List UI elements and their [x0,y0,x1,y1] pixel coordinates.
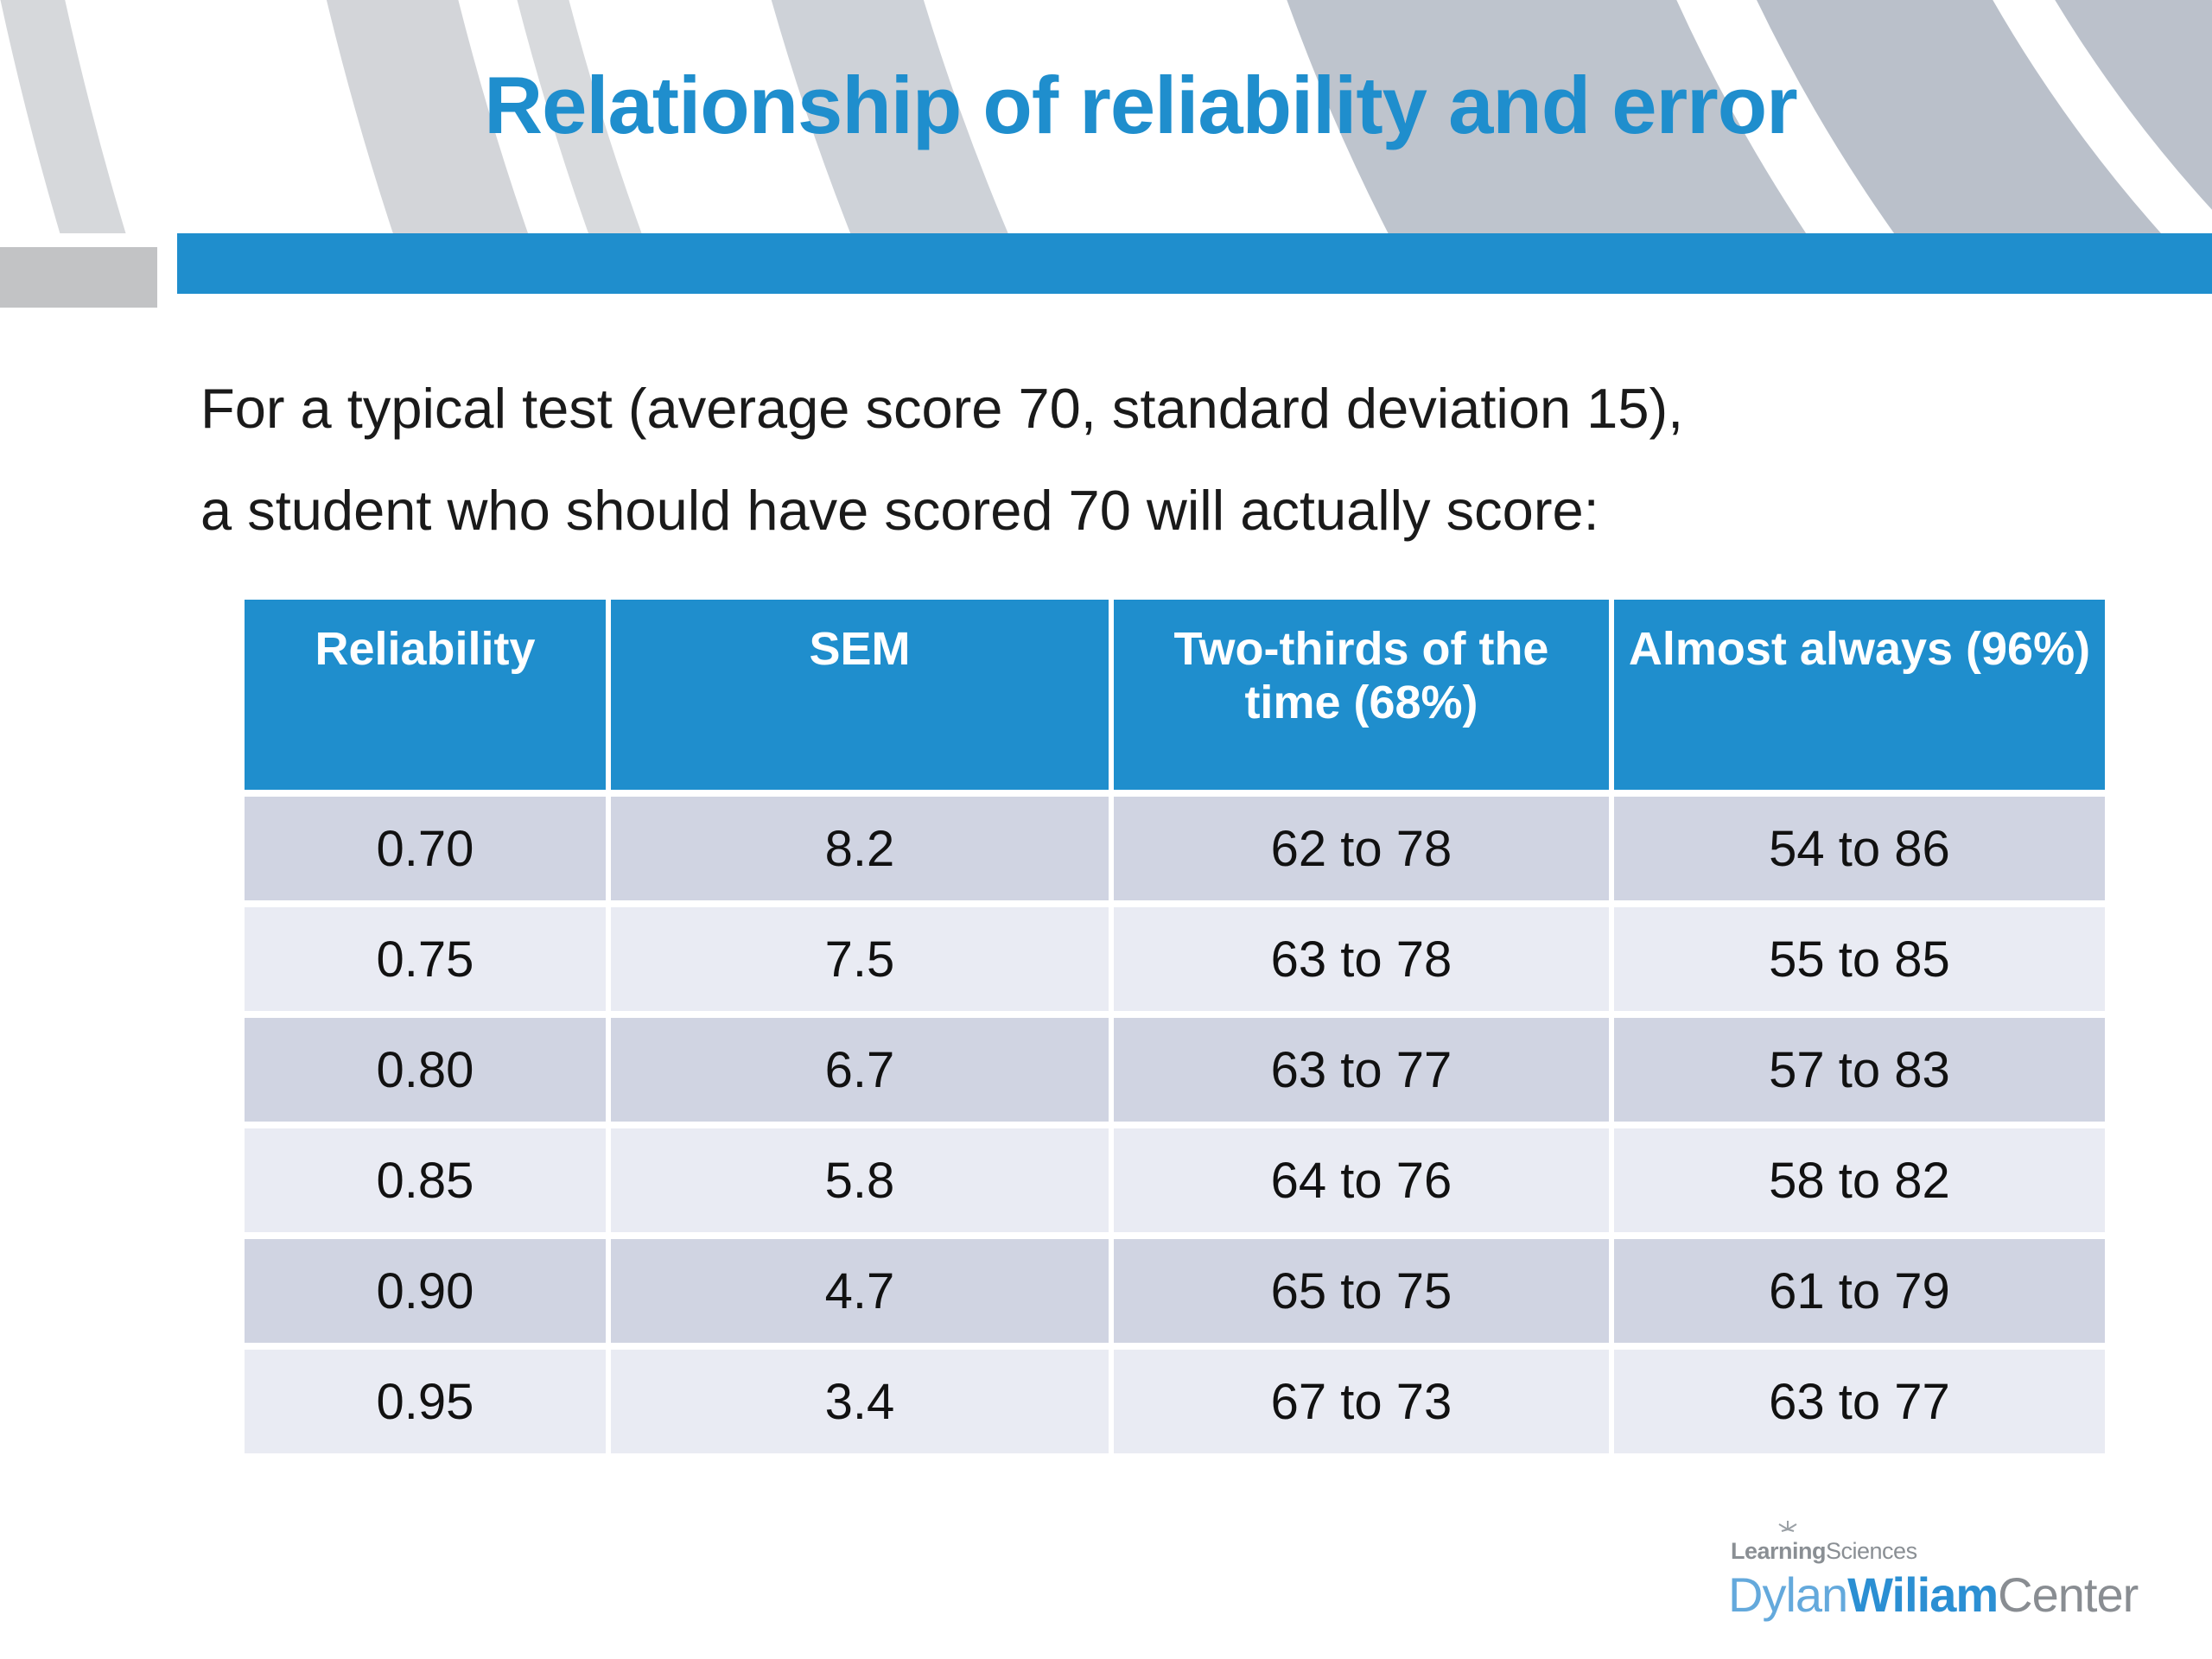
logo-learning: Learning [1731,1538,1827,1564]
cell-almost-always: 63 to 77 [1614,1350,2105,1453]
cell-sem: 7.5 [611,907,1109,1011]
header-reliability: Reliability [245,600,606,790]
table-row: 0.75 7.5 63 to 78 55 to 85 [245,907,2105,1011]
cell-reliability: 0.90 [245,1239,606,1343]
cell-two-thirds: 62 to 78 [1114,797,1609,900]
cell-almost-always: 54 to 86 [1614,797,2105,900]
reliability-table-container: Reliability SEM Two-thirds of the time (… [239,593,2110,1460]
header-almost-always: Almost always (96%) [1614,600,2105,790]
logo-dylan: Dylan [1728,1567,1848,1622]
cell-almost-always: 55 to 85 [1614,907,2105,1011]
table-row: 0.90 4.7 65 to 75 61 to 79 [245,1239,2105,1343]
cell-almost-always: 58 to 82 [1614,1128,2105,1232]
cell-two-thirds: 65 to 75 [1114,1239,1609,1343]
cell-reliability: 0.70 [245,797,606,900]
cell-two-thirds: 63 to 77 [1114,1018,1609,1122]
cell-two-thirds: 64 to 76 [1114,1128,1609,1232]
cell-almost-always: 57 to 83 [1614,1018,2105,1122]
cell-sem: 3.4 [611,1350,1109,1453]
cell-sem: 5.8 [611,1128,1109,1232]
logo-wiliam: Wiliam [1847,1567,1999,1622]
reliability-table: Reliability SEM Two-thirds of the time (… [239,593,2110,1460]
intro-line-2: a student who should have scored 70 will… [200,479,1599,542]
logo-center: Center [1998,1567,2139,1622]
sparkle-icon [1773,1519,1802,1546]
table-row: 0.70 8.2 62 to 78 54 to 86 [245,797,2105,900]
header-sem: SEM [611,600,1109,790]
cell-reliability: 0.85 [245,1128,606,1232]
cell-two-thirds: 67 to 73 [1114,1350,1609,1453]
header-two-thirds: Two-thirds of the time (68%) [1114,600,1609,790]
intro-line-1: For a typical test (average score 70, st… [200,377,1684,440]
blue-accent-bar [177,233,2212,294]
background-arcs [0,0,2212,233]
cell-reliability: 0.80 [245,1018,606,1122]
table-row: 0.80 6.7 63 to 77 57 to 83 [245,1018,2105,1122]
table-header-row: Reliability SEM Two-thirds of the time (… [245,600,2105,790]
cell-sem: 4.7 [611,1239,1109,1343]
logo-name: DylanWiliamCenter [1728,1567,2139,1623]
cell-sem: 8.2 [611,797,1109,900]
logo-sciences: Sciences [1826,1538,1917,1564]
logo-learning-sciences: LearningSciences [1731,1538,2138,1565]
gray-accent-bar [0,247,157,308]
intro-text: For a typical test (average score 70, st… [200,358,1683,562]
cell-reliability: 0.95 [245,1350,606,1453]
dylan-wiliam-center-logo: LearningSciences DylanWiliamCenter [1728,1519,2139,1623]
table-row: 0.85 5.8 64 to 76 58 to 82 [245,1128,2105,1232]
cell-almost-always: 61 to 79 [1614,1239,2105,1343]
cell-sem: 6.7 [611,1018,1109,1122]
table-row: 0.95 3.4 67 to 73 63 to 77 [245,1350,2105,1453]
cell-reliability: 0.75 [245,907,606,1011]
cell-two-thirds: 63 to 78 [1114,907,1609,1011]
slide-title: Relationship of reliability and error [484,60,1798,150]
